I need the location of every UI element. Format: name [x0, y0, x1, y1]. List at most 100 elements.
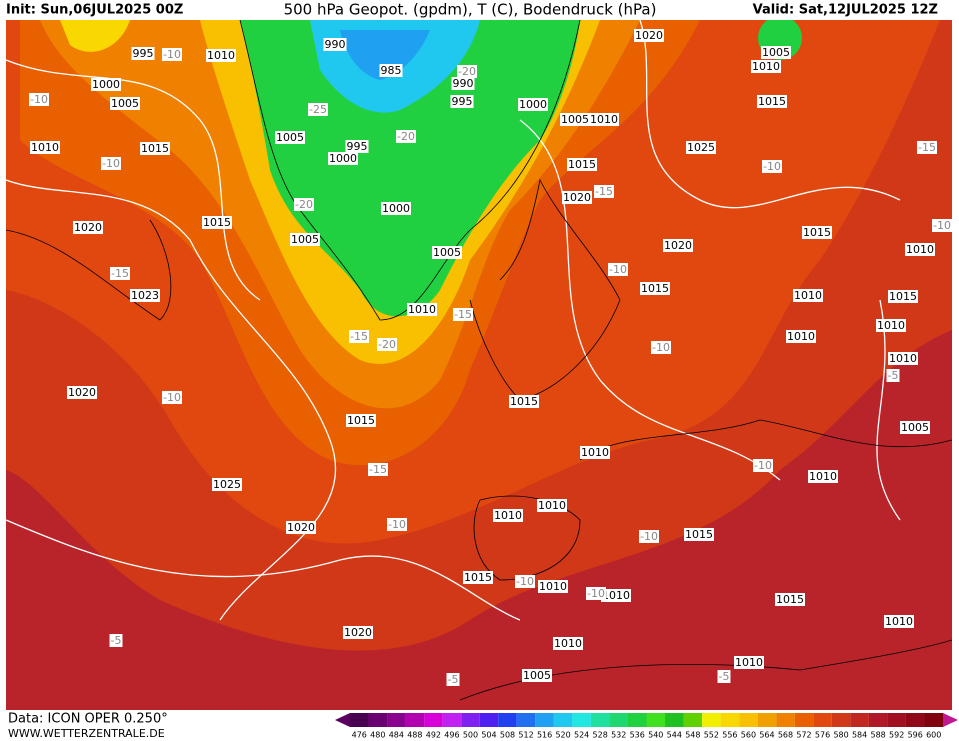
legend-label: 564 — [759, 731, 774, 740]
temperature-label: -10 — [640, 530, 658, 543]
legend-swatch — [665, 713, 684, 727]
temperature-label-box — [651, 341, 671, 354]
legend-swatch — [924, 713, 943, 727]
legend-label: 496 — [444, 731, 459, 740]
temperature-label-box — [886, 369, 900, 382]
temperature-label: -10 — [516, 575, 534, 588]
legend-label: 480 — [370, 731, 385, 740]
isobar-label-box — [212, 478, 242, 491]
isobar-label-box — [346, 414, 376, 427]
temperature-label-box — [586, 587, 606, 600]
temperature-label: -10 — [163, 48, 181, 61]
temperature-label-box — [446, 673, 460, 686]
site-name: WWW.WETTERZENTRALE.DE — [8, 727, 165, 740]
map-field — [6, 20, 952, 710]
temperature-label-box — [515, 575, 535, 588]
temperature-label-box — [387, 518, 407, 531]
isobar-label-box — [91, 78, 121, 91]
temperature-label: -10 — [30, 93, 48, 106]
legend-swatch — [850, 713, 869, 727]
isobar-label-box — [808, 470, 838, 483]
legend-label: 532 — [611, 731, 626, 740]
isobar-label-box — [379, 64, 403, 77]
isobar-label: 995 — [347, 140, 368, 153]
temperature-label-box — [162, 391, 182, 404]
isobar-label: 1015 — [803, 226, 831, 239]
temperature-label: -20 — [458, 65, 476, 78]
isobar-label: 1025 — [213, 478, 241, 491]
isobar-label: 1020 — [287, 521, 315, 534]
isobar-label: 990 — [325, 38, 346, 51]
isobar-label-box — [518, 98, 548, 111]
isobar-label-box — [905, 243, 935, 256]
isobar-label: 1015 — [685, 528, 713, 541]
isobar-label: 1020 — [563, 191, 591, 204]
legend-swatch — [887, 713, 906, 727]
isobar-label-box — [275, 131, 305, 144]
legend-label: 492 — [426, 731, 441, 740]
legend-swatch — [627, 713, 647, 727]
temperature-label-box — [349, 330, 369, 343]
legend-swatch — [405, 713, 425, 727]
isobar-label: 1010 — [539, 580, 567, 593]
temperature-label: -15 — [369, 463, 387, 476]
legend-label: 500 — [463, 731, 478, 740]
legend-label: 600 — [926, 731, 941, 740]
temperature-label: -10 — [163, 391, 181, 404]
temperature-label: -10 — [933, 219, 951, 232]
legend-arrow-left — [335, 713, 350, 727]
legend-swatch — [739, 713, 758, 727]
isobar-label-box — [761, 46, 791, 59]
isobar-label-box — [562, 191, 592, 204]
temperature-label: -5 — [888, 369, 899, 382]
isobar-label-box — [140, 142, 170, 155]
isobar-label-box — [684, 528, 714, 541]
legend-label: 576 — [815, 731, 830, 740]
temperature-label: -15 — [111, 267, 129, 280]
temperature-label-box — [932, 219, 952, 232]
isobar-label: 1010 — [809, 470, 837, 483]
legend-label: 552 — [704, 731, 719, 740]
temperature-label: -5 — [111, 634, 122, 647]
temperature-label: -10 — [754, 459, 772, 472]
isobar-label-box — [884, 615, 914, 628]
legend-label: 504 — [481, 731, 496, 740]
legend-swatch — [572, 713, 591, 727]
isobar-label: 1010 — [31, 141, 59, 154]
legend-swatch — [794, 713, 814, 727]
isobar-label: 1010 — [794, 289, 822, 302]
isobar-label-box — [381, 202, 411, 215]
temperature-label-box — [639, 530, 659, 543]
isobar-label: 1005 — [291, 233, 319, 246]
legend-label: 512 — [518, 731, 533, 740]
isobar-label: 1023 — [131, 289, 159, 302]
isobar-label-box — [900, 421, 930, 434]
legend-swatch — [702, 713, 721, 727]
data-source: Data: ICON OPER 0.250° — [8, 712, 168, 727]
legend-swatch — [498, 713, 517, 727]
legend-swatch — [590, 713, 610, 727]
legend-label: 536 — [630, 731, 645, 740]
temperature-label-box — [109, 634, 123, 647]
isobar-label-box — [757, 95, 787, 108]
legend-label: 528 — [593, 731, 608, 740]
legend-label: 588 — [871, 731, 886, 740]
temperature-label: -20 — [295, 198, 313, 211]
isobar-label-box — [663, 239, 693, 252]
isobar-label-box — [537, 499, 567, 512]
legend-label: 520 — [555, 731, 570, 740]
isobar-label-box — [634, 29, 664, 42]
temperature-label-box — [608, 263, 628, 276]
temperature-label: -5 — [448, 673, 459, 686]
legend-swatch — [813, 713, 832, 727]
temperature-label: -15 — [454, 308, 472, 321]
isobar-label-box — [30, 141, 60, 154]
isobar-label-box — [67, 386, 97, 399]
isobar-label-box — [343, 626, 373, 639]
isobar-label-box — [451, 77, 475, 90]
isobar-label: 1010 — [408, 303, 436, 316]
legend-swatch — [424, 713, 443, 727]
temperature-label: -10 — [763, 160, 781, 173]
isobar-label-box — [290, 233, 320, 246]
